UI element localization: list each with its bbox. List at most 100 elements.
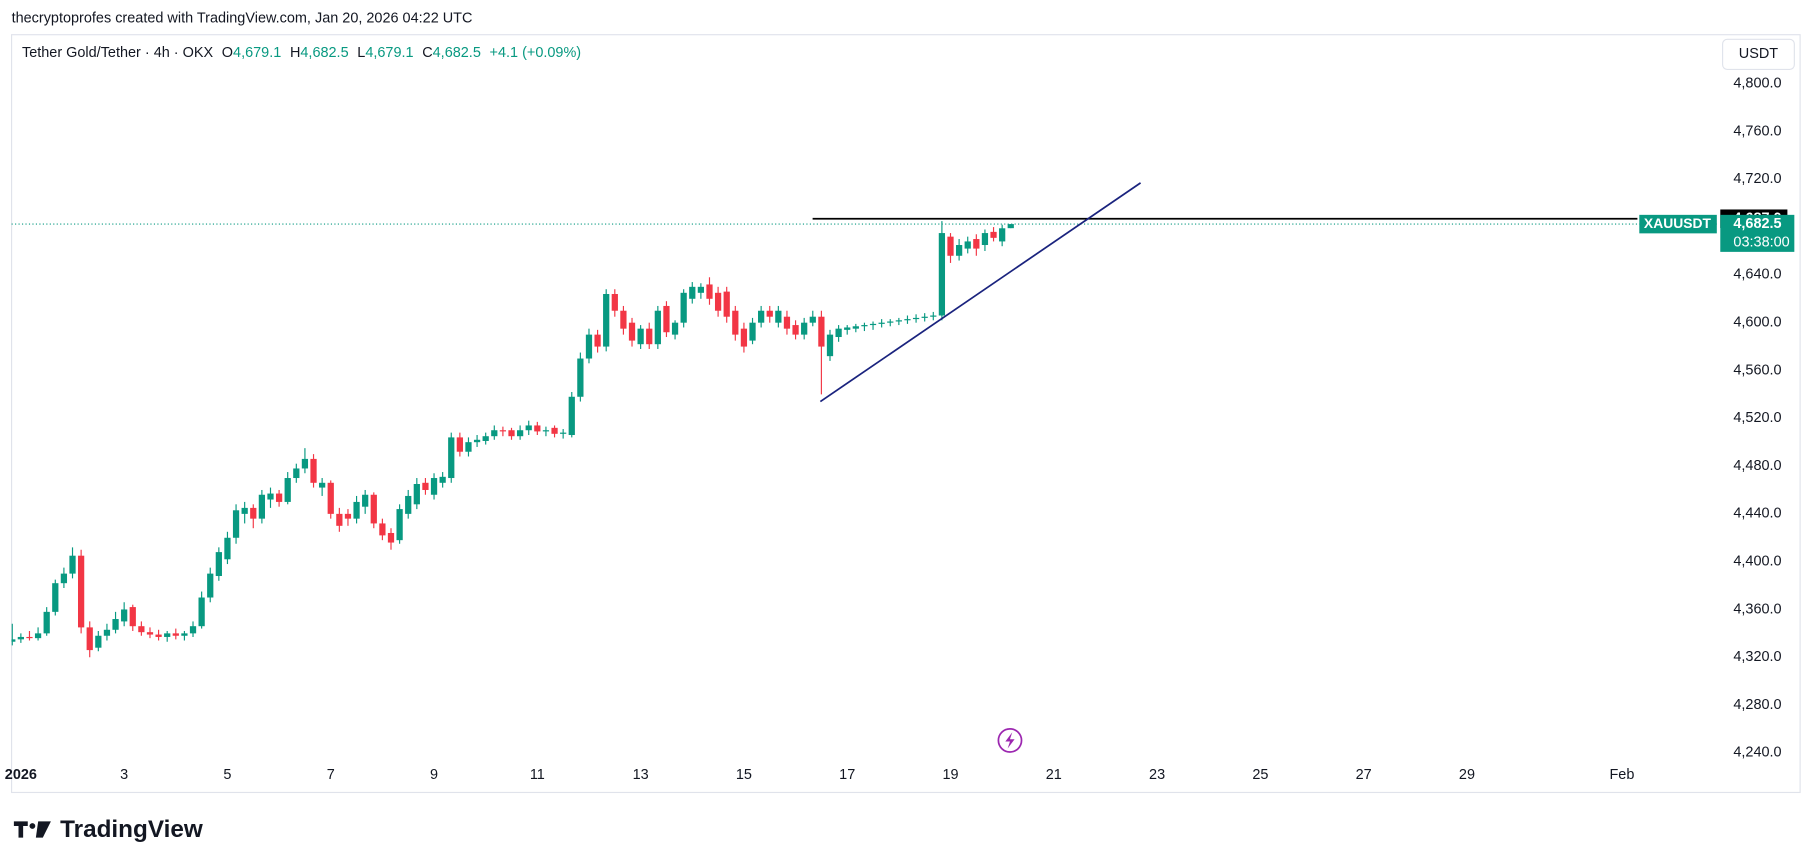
- candle-body: [508, 430, 515, 437]
- countdown: 03:38:00: [1733, 234, 1789, 250]
- candle-body: [801, 322, 808, 335]
- candle-body: [11, 639, 16, 642]
- y-tick-label: 4,760.0: [1733, 123, 1781, 139]
- candle-body: [921, 316, 928, 318]
- candle-body: [60, 573, 68, 584]
- candle-body: [181, 633, 188, 636]
- frame: [10, 34, 1801, 794]
- candle-body: [981, 233, 989, 246]
- x-tick-label: 2026: [5, 767, 37, 783]
- x-tick-label: 15: [736, 767, 752, 783]
- candle-body: [499, 430, 507, 432]
- x-tick-label: 23: [1149, 767, 1165, 783]
- x-tick-label: 29: [1459, 767, 1475, 783]
- candle-body: [947, 236, 954, 256]
- candle-body: [938, 233, 946, 316]
- candle-body: [611, 294, 618, 311]
- candle-body: [207, 573, 214, 598]
- high: 4,682.5: [300, 45, 348, 61]
- currency-button[interactable]: [1722, 38, 1795, 70]
- candle-body: [198, 597, 205, 627]
- x-tick-label: 11: [530, 767, 545, 783]
- candle-body: [95, 635, 102, 648]
- h-label: H: [290, 45, 300, 61]
- candle-body: [482, 436, 489, 441]
- candle-body: [172, 633, 179, 636]
- open: 4,679.1: [233, 45, 281, 61]
- o-label: O: [222, 45, 233, 61]
- candle-body: [887, 321, 894, 323]
- currency[interactable]: USDT: [1739, 46, 1779, 62]
- candle-body: [430, 478, 438, 495]
- candle-body: [43, 611, 50, 634]
- candle-body: [783, 316, 791, 329]
- candle-body: [792, 325, 799, 335]
- candle-body: [86, 627, 93, 651]
- candle-body: [714, 292, 722, 311]
- logo-mark: [13, 821, 28, 838]
- candle-body: [17, 636, 24, 640]
- candle-body: [826, 334, 834, 357]
- candle-body: [422, 482, 429, 490]
- candle-body: [379, 523, 386, 536]
- candle-body: [835, 328, 842, 338]
- candle-body: [275, 493, 283, 502]
- candle-body: [138, 626, 145, 633]
- x-tick-label: Feb: [1609, 767, 1634, 783]
- candle-body: [336, 513, 343, 526]
- candle-body: [310, 458, 317, 483]
- last-price-label: 4,682.5: [1733, 216, 1781, 232]
- low: 4,679.1: [365, 45, 413, 61]
- y-tick-label: 4,280.0: [1733, 697, 1781, 713]
- x-tick-label: 13: [633, 767, 649, 783]
- candle-body: [560, 432, 567, 434]
- candle-body: [973, 239, 980, 249]
- candle-body: [301, 458, 309, 469]
- candle-body: [680, 292, 687, 323]
- y-tick-label: 4,480.0: [1733, 458, 1781, 474]
- candle-body: [26, 636, 33, 639]
- candle-body: [155, 634, 162, 637]
- x-tick-label: 7: [327, 767, 335, 783]
- candle-body: [491, 430, 498, 437]
- y-tick-label: 4,360.0: [1733, 601, 1781, 617]
- candle-body: [224, 537, 231, 560]
- candle-body: [646, 328, 653, 345]
- candle-body: [1, 642, 7, 646]
- candle-body: [999, 228, 1006, 242]
- candle-body: [749, 322, 756, 341]
- candle-body: [723, 291, 730, 317]
- candle-body: [164, 633, 171, 637]
- candle-body: [52, 583, 59, 612]
- candle-body: [439, 476, 446, 483]
- replay-icon[interactable]: [997, 727, 1023, 753]
- logo: TradingView: [13, 816, 203, 843]
- candle-body: [585, 334, 593, 359]
- candle-body: [818, 316, 825, 347]
- candle-body: [930, 315, 937, 317]
- l-label: L: [357, 45, 365, 61]
- candle-body: [697, 286, 705, 293]
- icon-bolt[interactable]: [1005, 732, 1015, 749]
- candle-body: [362, 494, 369, 507]
- candle-body: [232, 510, 240, 538]
- candle-body: [766, 310, 773, 317]
- y-tick-label: 4,640.0: [1733, 267, 1781, 283]
- candle-body: [628, 322, 636, 341]
- y-tick-label: 4,240.0: [1733, 745, 1781, 761]
- y-tick-label: 4,520.0: [1733, 410, 1781, 426]
- candle-body: [809, 316, 816, 323]
- candle-body: [258, 494, 266, 519]
- candle-body: [775, 310, 782, 323]
- candle-body: [370, 494, 377, 524]
- candle-body: [603, 294, 610, 347]
- candle-body: [129, 607, 136, 627]
- candle-body: [516, 430, 524, 437]
- x-tick-label: 3: [120, 767, 128, 783]
- header: thecryptoprofes created with TradingView…: [12, 10, 473, 26]
- x-tick-label: 5: [223, 767, 231, 783]
- candle-body: [121, 609, 128, 622]
- candle-body: [637, 328, 644, 345]
- c-label: C: [422, 45, 432, 61]
